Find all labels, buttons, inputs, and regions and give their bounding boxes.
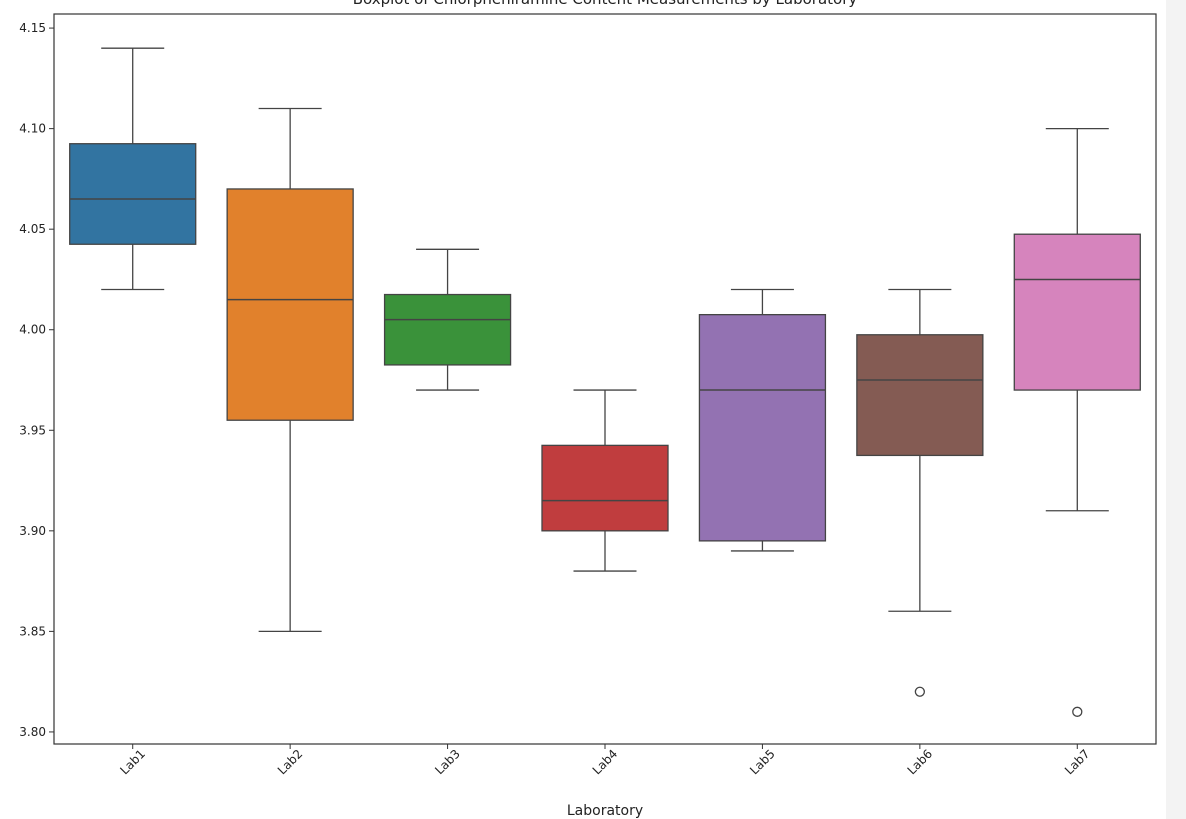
y-tick-label: 3.85 [19, 624, 46, 638]
x-tick-label: Lab3 [432, 747, 463, 778]
outlier-point [1072, 706, 1083, 717]
y-tick-label: 3.95 [19, 423, 46, 437]
x-tick-label: Lab6 [905, 747, 936, 778]
box-lab1 [69, 143, 197, 245]
x-tick-label: Lab2 [275, 747, 306, 778]
y-tick-label: 4.15 [19, 21, 46, 35]
chart-title: Boxplot of Chlorpheniramine Content Meas… [353, 0, 858, 8]
y-tick-label: 3.80 [19, 725, 46, 739]
y-tick-label: 3.90 [19, 524, 46, 538]
box-lab5 [698, 313, 827, 542]
box-lab4 [541, 444, 669, 532]
outlier-point [914, 686, 926, 697]
box-lab2 [226, 188, 354, 421]
side-strip [1166, 0, 1186, 819]
x-tick-label: Lab4 [590, 747, 621, 778]
x-tick-label: Lab5 [747, 747, 778, 778]
y-tick-label: 4.00 [19, 323, 46, 337]
box-lab6 [856, 334, 984, 457]
x-tick-label: Lab1 [117, 747, 148, 778]
plot-frame [53, 13, 1157, 745]
box-lab3 [383, 293, 512, 366]
y-tick-label: 4.05 [19, 222, 46, 236]
x-tick-label: Lab7 [1062, 747, 1093, 778]
x-axis-label: Laboratory [567, 803, 643, 819]
box-lab7 [1013, 233, 1141, 391]
y-tick-label: 4.10 [19, 122, 46, 136]
